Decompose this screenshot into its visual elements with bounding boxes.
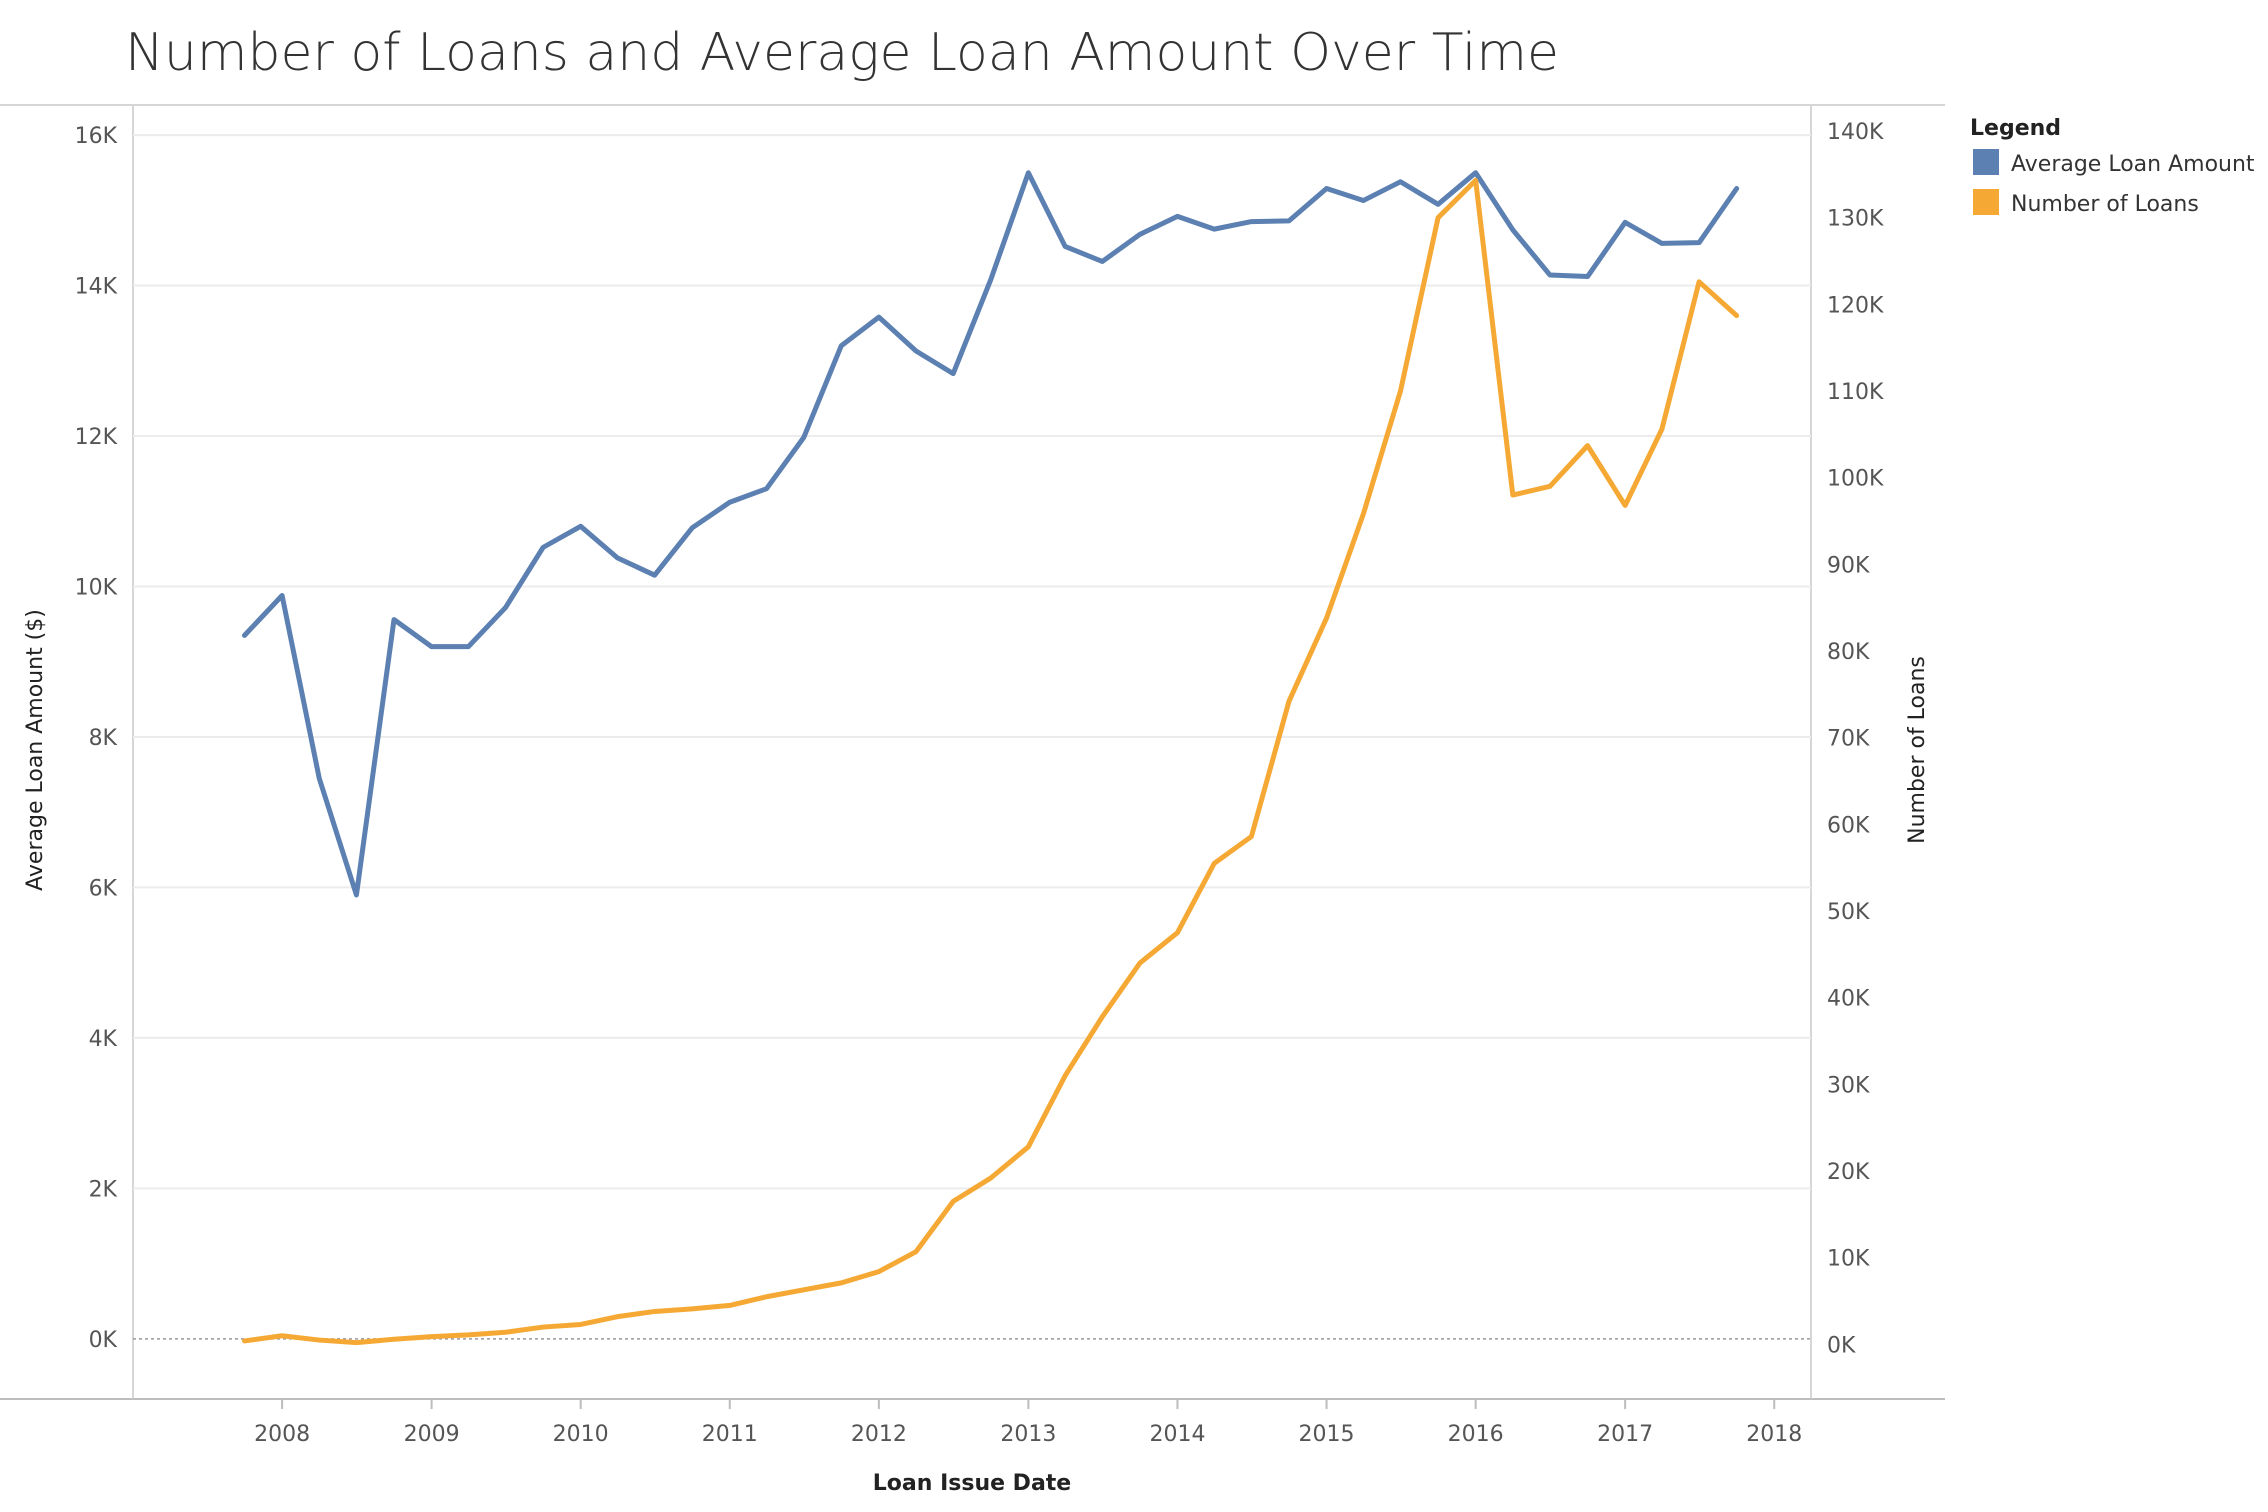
- x-axis-tick-label: 2008: [254, 1422, 310, 1447]
- right-axis-tick-label: 20K: [1827, 1160, 1870, 1185]
- x-axis-tick-label: 2018: [1746, 1422, 1802, 1447]
- legend-label-average-loan-amount: Average Loan Amount: [2011, 152, 2255, 177]
- right-axis-tick-label: 110K: [1827, 380, 1884, 405]
- left-axis-tick-label: 2K: [89, 1177, 118, 1202]
- right-axis-tick-label: 10K: [1827, 1247, 1870, 1272]
- right-axis-title: Number of Loans: [1905, 656, 1930, 844]
- left-axis-tick-label: 12K: [75, 425, 118, 450]
- legend-swatch-number-of-loans: [1973, 189, 1999, 215]
- x-axis-tick-labels: 2008 2009 2010 2011 2012 2013 2014 2015 2016 2017…: [254, 1399, 1802, 1447]
- legend-title: Legend: [1970, 116, 2061, 141]
- x-axis-tick-label: 2014: [1149, 1422, 1205, 1447]
- series-line-average-loan-amount: [242, 170, 1740, 898]
- left-axis-title: Average Loan Amount ($): [23, 609, 48, 891]
- x-axis-tick-label: 2016: [1448, 1422, 1504, 1447]
- right-axis-tick-label: 60K: [1827, 813, 1870, 838]
- right-axis-tick-label: 0K: [1827, 1333, 1856, 1358]
- left-axis-tick-labels: 0K 2K 4K 6K 8K 10K 12K 14K 16K: [75, 124, 118, 1353]
- x-axis-tick-label: 2009: [404, 1422, 460, 1447]
- series-line-number-of-loans: [242, 177, 1740, 1346]
- left-axis-tick-label: 14K: [75, 275, 118, 300]
- legend-label-number-of-loans: Number of Loans: [2011, 192, 2199, 217]
- x-axis-title: Loan Issue Date: [873, 1471, 1071, 1496]
- right-axis-tick-label: 30K: [1827, 1073, 1870, 1098]
- right-axis-tick-label: 90K: [1827, 553, 1870, 578]
- right-axis-tick-label: 130K: [1827, 207, 1884, 232]
- legend-swatch-average-loan-amount: [1973, 149, 1999, 175]
- gridlines: [133, 134, 1811, 1190]
- right-axis-tick-labels: 0K 10K 20K 30K 40K 50K 60K 70K 80K 90K 100K 110K 120…: [1827, 120, 1884, 1358]
- legend: Legend Average Loan Amount Number of Loa…: [1970, 116, 2255, 217]
- x-axis-tick-label: 2012: [851, 1422, 907, 1447]
- left-axis-tick-label: 4K: [89, 1027, 118, 1052]
- right-axis-tick-label: 50K: [1827, 900, 1870, 925]
- left-axis-tick-label: 16K: [75, 124, 118, 149]
- chart-title: Number of Loans and Average Loan Amount …: [125, 23, 1559, 83]
- left-axis-tick-label: 0K: [89, 1328, 118, 1353]
- x-axis-tick-label: 2010: [553, 1422, 609, 1447]
- right-axis-tick-label: 70K: [1827, 727, 1870, 752]
- right-axis-tick-label: 100K: [1827, 467, 1884, 492]
- left-axis-tick-label: 6K: [89, 876, 118, 901]
- right-axis-tick-label: 140K: [1827, 120, 1884, 145]
- x-axis-tick-label: 2011: [702, 1422, 758, 1447]
- series-lines: [242, 170, 1740, 1346]
- right-axis-tick-label: 80K: [1827, 640, 1870, 665]
- left-axis-tick-label: 10K: [75, 575, 118, 600]
- x-axis-tick-label: 2017: [1597, 1422, 1653, 1447]
- x-axis-tick-label: 2013: [1000, 1422, 1056, 1447]
- left-axis-tick-label: 8K: [89, 726, 118, 751]
- right-axis-tick-label: 120K: [1827, 293, 1884, 318]
- x-axis-tick-label: 2015: [1299, 1422, 1355, 1447]
- right-axis-tick-label: 40K: [1827, 987, 1870, 1012]
